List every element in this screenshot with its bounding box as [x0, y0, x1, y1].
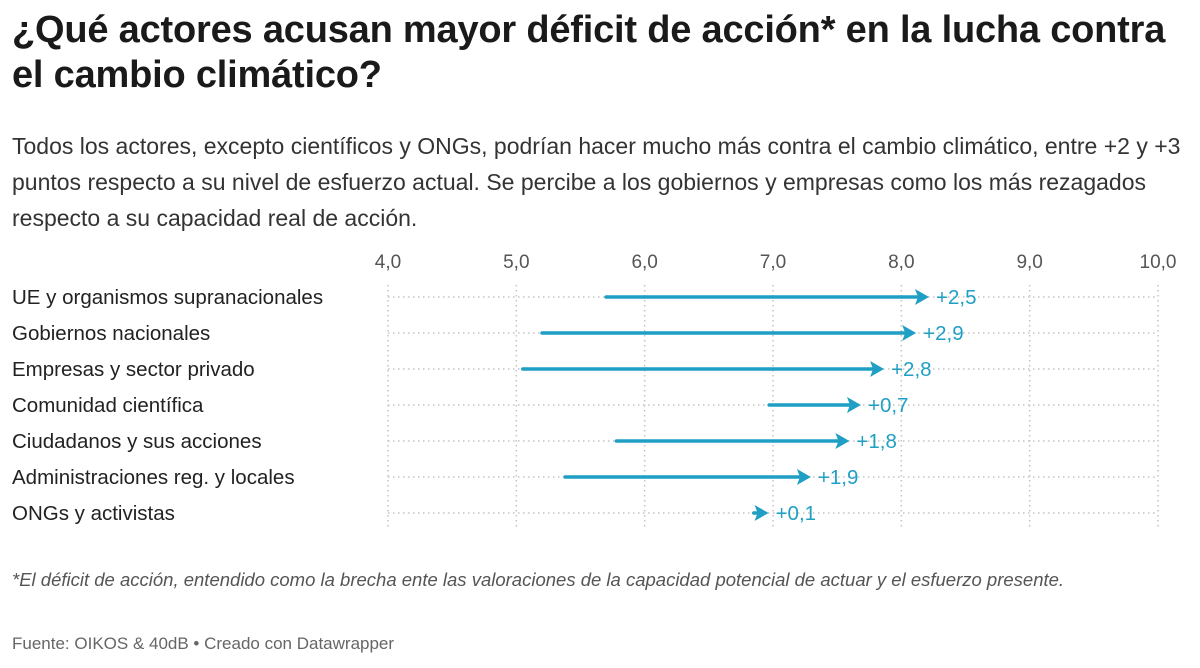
- category-label: Gobiernos nacionales: [12, 322, 210, 345]
- chart-row: UE y organismos supranacionales +2,5: [12, 286, 1158, 309]
- category-label: Administraciones reg. y locales: [12, 466, 295, 489]
- chart-row: Comunidad científica +0,7: [12, 394, 1158, 417]
- arrow-head: [754, 505, 769, 521]
- data-label: +0,7: [868, 394, 908, 417]
- chart-row: ONGs y activistas +0,1: [12, 502, 1158, 525]
- data-label: +2,8: [891, 358, 931, 381]
- chart-row: Gobiernos nacionales +2,9: [12, 322, 1158, 345]
- rows: UE y organismos supranacionales +2,5 Gobie…: [12, 286, 1158, 525]
- category-label: Comunidad científica: [12, 394, 204, 417]
- arrow-head: [902, 325, 917, 341]
- chart-subtitle: Todos los actores, excepto científicos y…: [12, 133, 1181, 231]
- data-label: +2,5: [936, 286, 976, 309]
- arrow-head: [870, 361, 885, 377]
- x-tick-label: 8,0: [888, 252, 914, 273]
- chart-row: Empresas y sector privado +2,8: [12, 358, 1158, 381]
- x-tick-label: 5,0: [503, 252, 529, 273]
- category-label: Ciudadanos y sus acciones: [12, 430, 262, 453]
- x-tick-label: 9,0: [1016, 252, 1042, 273]
- chart-row: Ciudadanos y sus acciones +1,8: [12, 430, 1158, 453]
- arrow-head: [796, 469, 811, 485]
- arrow-chart: 4,0 5,0 6,0 7,0 8,0 9,0 10,0 UE y organismos s…: [12, 252, 1177, 528]
- arrow-head: [846, 397, 861, 413]
- arrow-head: [915, 289, 929, 305]
- x-tick-label: 6,0: [631, 252, 657, 273]
- data-label: +1,9: [818, 466, 858, 489]
- source-credit: Fuente: OIKOS & 40dB • Creado con Datawr…: [12, 634, 395, 653]
- x-axis-ticks: 4,0 5,0 6,0 7,0 8,0 9,0 10,0: [375, 252, 1177, 273]
- data-label: +1,8: [856, 430, 896, 453]
- category-label: UE y organismos supranacionales: [12, 286, 323, 309]
- arrow-head: [835, 433, 850, 449]
- x-tick-label: 10,0: [1140, 252, 1177, 273]
- footnote: *El déficit de acción, entendido como la…: [12, 569, 1065, 590]
- chart-row: Administraciones reg. y locales +1,9: [12, 466, 1158, 489]
- x-tick-label: 4,0: [375, 252, 401, 273]
- data-label: +2,9: [923, 322, 963, 345]
- chart-title: ¿Qué actores acusan mayor déficit de acc…: [12, 9, 1166, 96]
- x-tick-label: 7,0: [760, 252, 786, 273]
- category-label: ONGs y activistas: [12, 502, 175, 525]
- data-label: +0,1: [776, 502, 816, 525]
- category-label: Empresas y sector privado: [12, 358, 255, 381]
